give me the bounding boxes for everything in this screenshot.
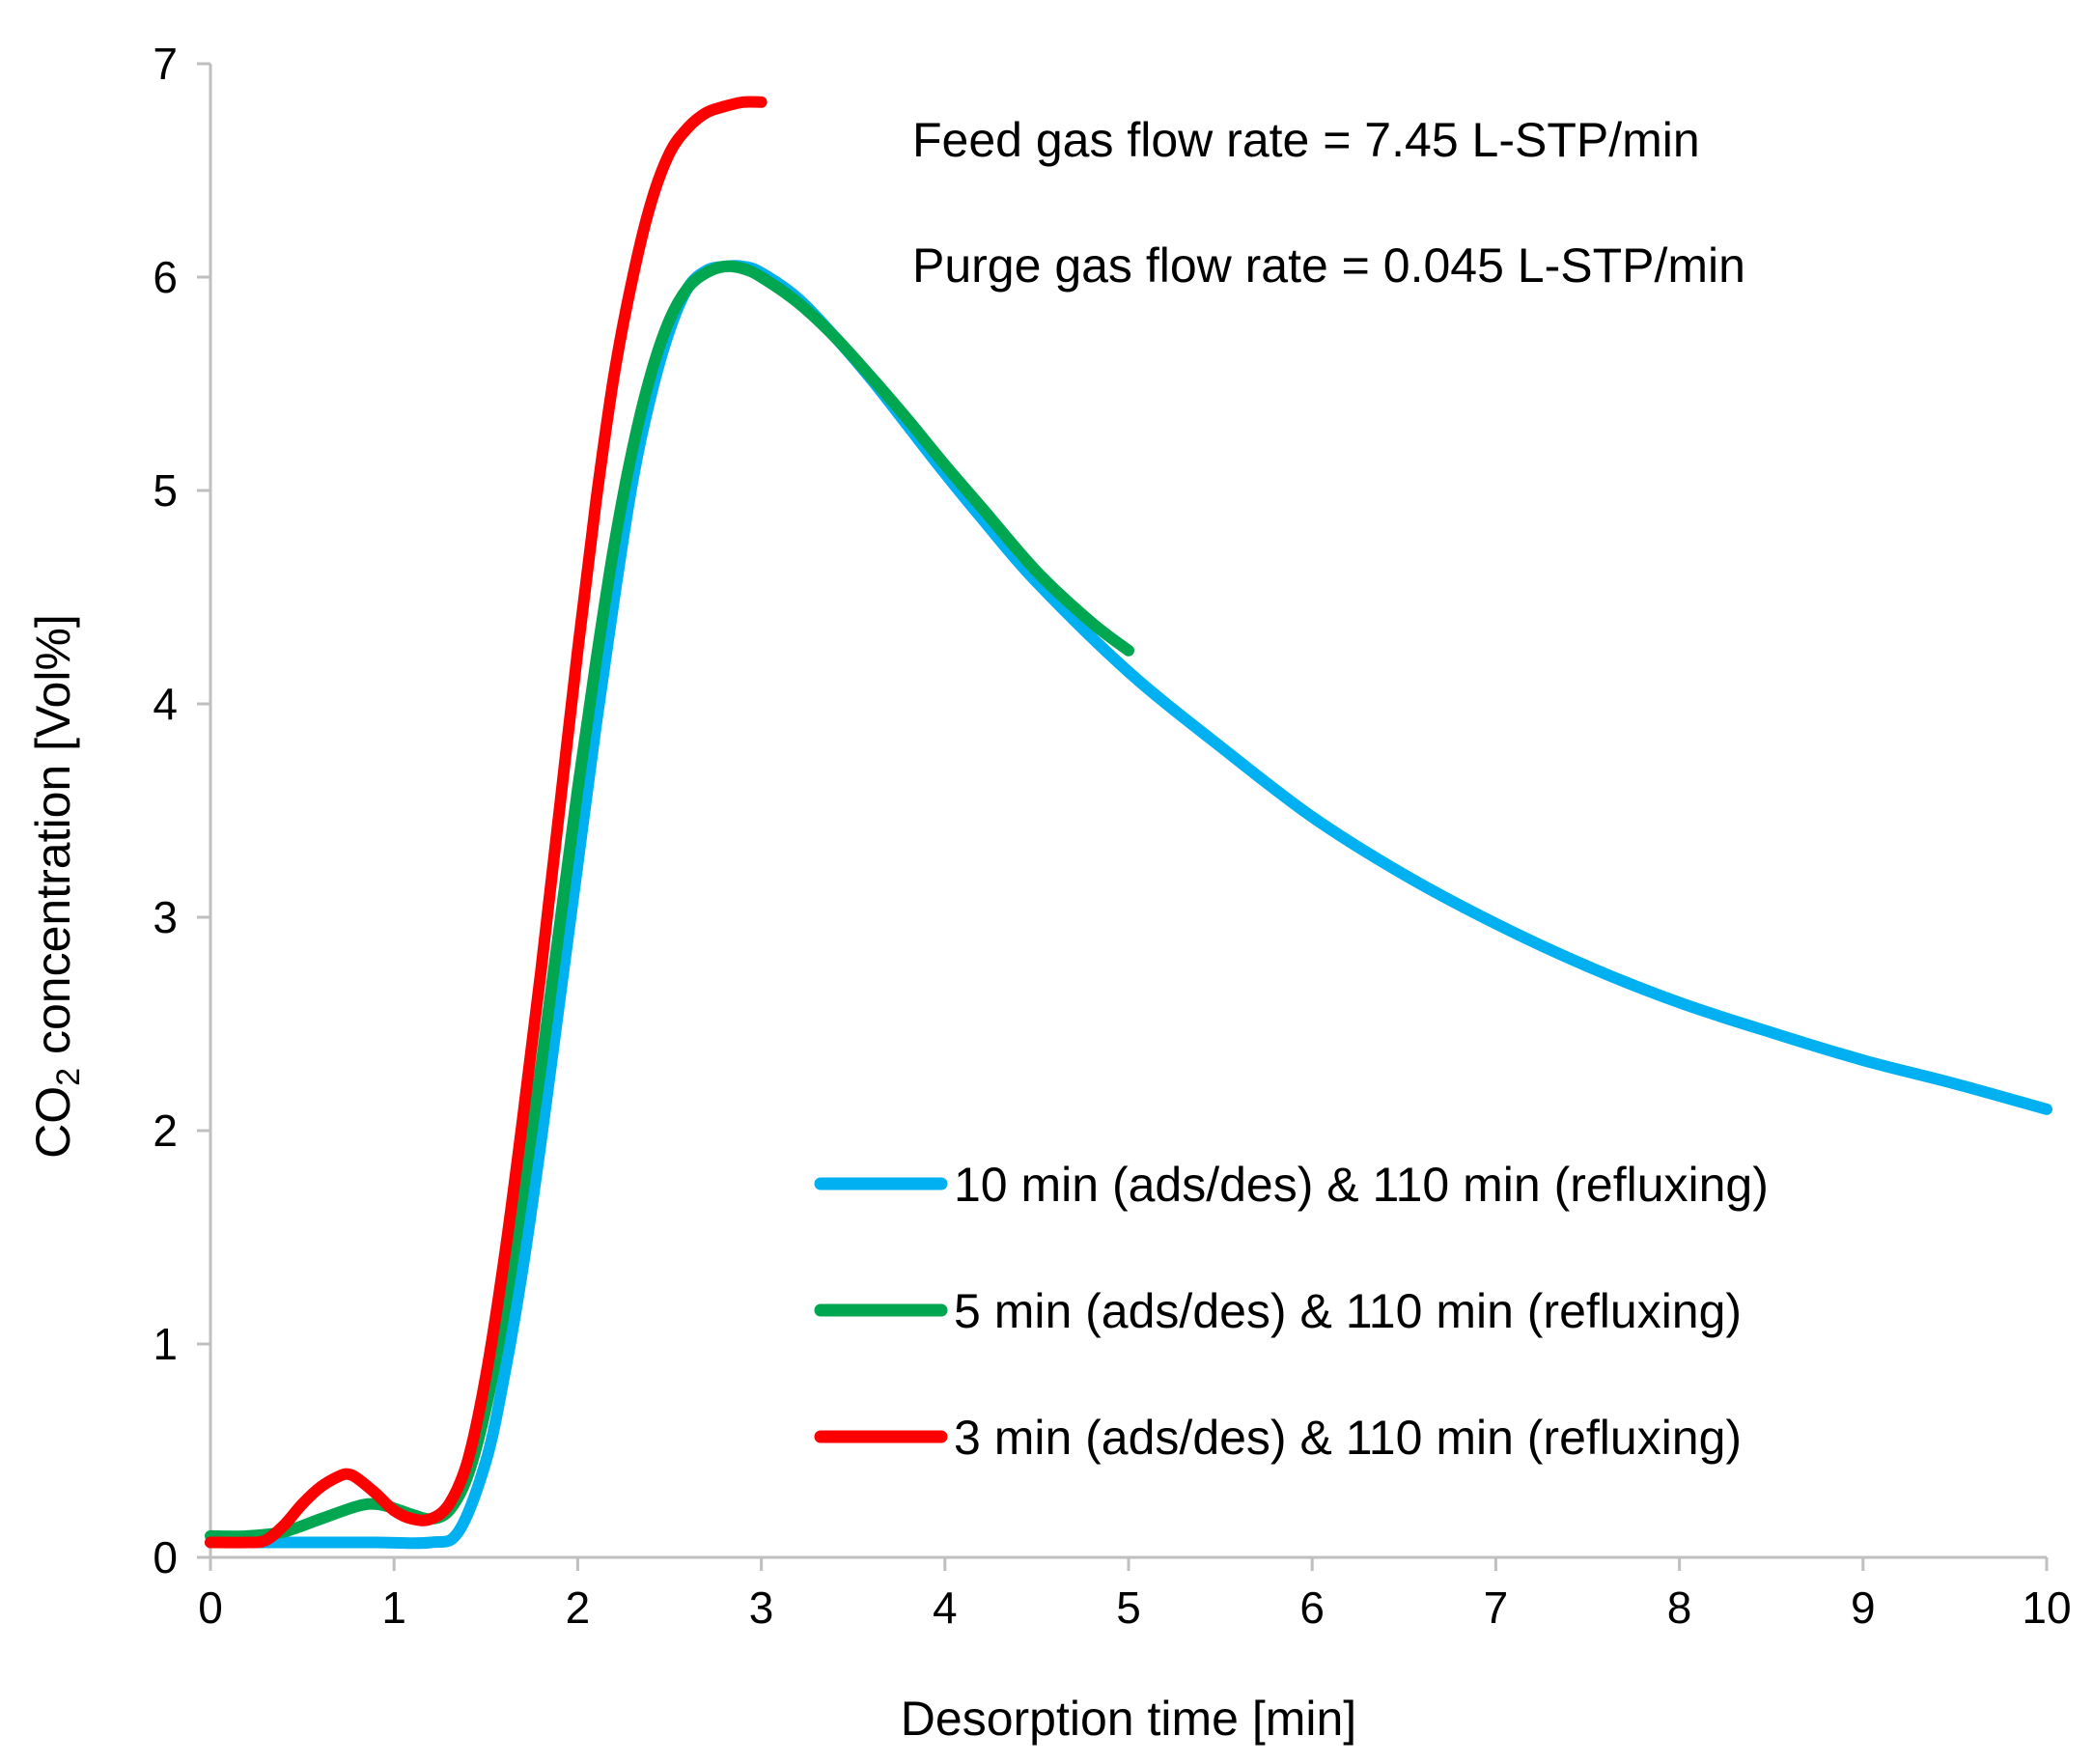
legend-label-3min: 3 min (ads/des) & 110 min (refluxing) — [954, 1411, 1742, 1465]
legend-label-10min: 10 min (ads/des) & 110 min (refluxing) — [954, 1158, 1769, 1212]
y-axis-title: CO2 concentration [Vol%] — [26, 614, 87, 1159]
series-line-3min — [205, 96, 767, 1549]
y-axis-title-prefix: CO — [26, 1086, 80, 1159]
y-tick-label: 3 — [153, 892, 178, 942]
y-tick-label: 7 — [153, 39, 178, 89]
x-tick-label: 9 — [1851, 1582, 1876, 1633]
y-tick-label: 5 — [153, 465, 178, 516]
x-tick-label: 7 — [1484, 1582, 1509, 1633]
x-tick-label: 10 — [2022, 1582, 2071, 1633]
x-tick-label: 3 — [749, 1582, 774, 1633]
x-tick-label: 0 — [198, 1582, 223, 1633]
x-tick-label: 5 — [1116, 1582, 1141, 1633]
x-axis-title: Desorption time [min] — [901, 1692, 1356, 1746]
x-tick-label: 2 — [566, 1582, 591, 1633]
purge-gas-annotation: Purge gas flow rate = 0.045 L-STP/min — [912, 238, 1745, 293]
x-tick-label: 8 — [1667, 1582, 1692, 1633]
legend: 10 min (ads/des) & 110 min (refluxing) 5… — [814, 1158, 1769, 1465]
y-tick-label: 0 — [153, 1532, 178, 1582]
axes: 0 1 2 3 4 5 6 7 0 1 2 3 4 5 6 7 8 9 10 — [153, 39, 2071, 1633]
y-tick-label: 1 — [153, 1319, 178, 1369]
x-tick-label: 4 — [933, 1582, 958, 1633]
legend-label-5min: 5 min (ads/des) & 110 min (refluxing) — [954, 1284, 1742, 1338]
feed-gas-annotation: Feed gas flow rate = 7.45 L-STP/min — [912, 113, 1700, 167]
y-tick-label: 2 — [153, 1106, 178, 1156]
x-tick-label: 1 — [381, 1582, 406, 1633]
y-tick-label: 6 — [153, 252, 178, 302]
y-tick-label: 4 — [153, 679, 178, 729]
y-axis-title-subscript: 2 — [50, 1068, 87, 1086]
series-layer — [205, 96, 2052, 1550]
series-line-5min — [205, 260, 1134, 1543]
y-axis-title-suffix: concentration [Vol%] — [26, 614, 80, 1068]
x-tick-label: 6 — [1299, 1582, 1325, 1633]
